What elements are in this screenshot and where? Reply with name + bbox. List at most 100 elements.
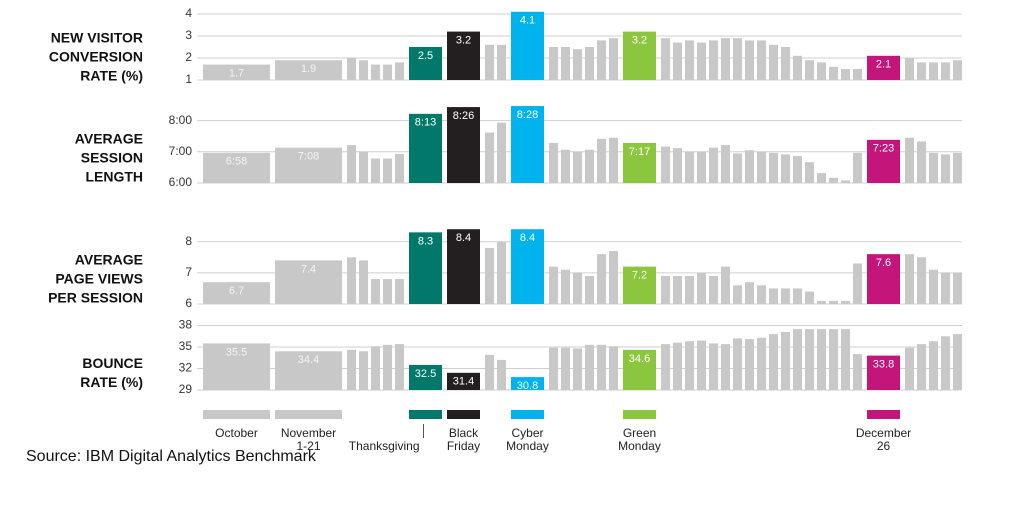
- bar: [757, 285, 766, 304]
- y-tick-label: 38: [179, 318, 193, 332]
- bar: [347, 349, 356, 390]
- bar: [929, 269, 938, 304]
- legend-swatch: [275, 410, 342, 419]
- value-label: 1.9: [301, 63, 316, 75]
- bar: [497, 241, 506, 304]
- bar: [721, 38, 730, 80]
- value-label: 32.5: [415, 368, 436, 380]
- y-tick-label: 2: [185, 50, 192, 64]
- source-note: Source: IBM Digital Analytics Benchmark: [26, 448, 316, 465]
- bar: [905, 254, 914, 304]
- bar: [917, 141, 926, 183]
- bar: [685, 40, 694, 80]
- bar: [953, 152, 962, 183]
- panel-title: NEW VISITOR CONVERSION RATE (%): [48, 29, 143, 84]
- bar: [597, 254, 606, 304]
- bar: [917, 62, 926, 80]
- value-label: 7.2: [632, 270, 647, 282]
- bar: [409, 47, 442, 80]
- bar: [359, 351, 368, 390]
- bar: [497, 44, 506, 80]
- bar: [609, 251, 618, 304]
- bar: [781, 47, 790, 80]
- bar: [781, 154, 790, 183]
- bar: [829, 300, 838, 304]
- bar: [953, 334, 962, 390]
- bar: [275, 260, 342, 304]
- legend-swatch: [409, 410, 442, 419]
- bar: [597, 40, 606, 80]
- bar: [409, 364, 442, 390]
- bar: [709, 275, 718, 304]
- bar: [817, 329, 826, 390]
- bar: [805, 291, 814, 304]
- bar: [203, 64, 270, 80]
- y-tick-label: 4: [185, 6, 192, 20]
- bar: [709, 40, 718, 80]
- bar: [275, 147, 342, 183]
- bar: [917, 344, 926, 390]
- bar: [905, 137, 914, 183]
- x-tick-label: November 1-21: [280, 426, 337, 453]
- bar: [661, 275, 670, 304]
- value-label: 8:13: [415, 117, 436, 129]
- value-label: 7.6: [876, 257, 891, 269]
- bar: [733, 38, 742, 80]
- bar: [597, 138, 606, 183]
- legend-swatch: [623, 410, 656, 419]
- bar: [769, 44, 778, 80]
- legend-swatch: [447, 410, 480, 419]
- y-tick-label: 8:00: [169, 113, 193, 127]
- bar: [745, 150, 754, 183]
- value-label: 3.2: [456, 35, 471, 47]
- bar: [733, 285, 742, 304]
- value-label: 6.7: [229, 285, 244, 297]
- y-tick-label: 3: [185, 28, 192, 42]
- bar: [395, 279, 404, 304]
- panel-title: BOUNCE RATE (%): [80, 355, 143, 390]
- value-label: 33.8: [873, 359, 894, 371]
- bar: [757, 151, 766, 183]
- value-label: 35.5: [226, 346, 247, 358]
- bar: [573, 272, 582, 304]
- bar: [841, 329, 850, 390]
- bar: [781, 331, 790, 390]
- bar: [511, 377, 544, 390]
- bar: [853, 69, 862, 80]
- bar: [929, 341, 938, 390]
- value-label: 8.4: [456, 232, 471, 244]
- y-tick-label: 35: [179, 339, 193, 353]
- bar: [757, 40, 766, 80]
- bar: [793, 155, 802, 183]
- bar: [485, 247, 494, 304]
- bar: [917, 257, 926, 304]
- value-label: 4.1: [520, 15, 535, 27]
- bar: [383, 64, 392, 80]
- bar: [673, 42, 682, 80]
- bar: [549, 347, 558, 390]
- bar: [447, 31, 480, 81]
- bar: [661, 344, 670, 390]
- value-label: 2.5: [418, 50, 433, 62]
- bar: [929, 62, 938, 80]
- bar: [769, 288, 778, 304]
- bar: [905, 58, 914, 80]
- bar: [661, 146, 670, 183]
- bar: [673, 275, 682, 304]
- bar: [585, 344, 594, 390]
- bar: [721, 344, 730, 390]
- y-tick-label: 29: [179, 382, 193, 396]
- bar: [447, 372, 480, 390]
- bar: [941, 336, 950, 390]
- bar: [769, 152, 778, 183]
- bar: [497, 359, 506, 390]
- bar: [623, 349, 656, 390]
- x-tick-label: Thanksgiving: [348, 439, 420, 453]
- bar: [573, 49, 582, 80]
- bar: [745, 40, 754, 80]
- value-label: 34.6: [629, 353, 650, 365]
- bar: [359, 60, 368, 80]
- bar: [867, 139, 900, 183]
- bar: [853, 354, 862, 390]
